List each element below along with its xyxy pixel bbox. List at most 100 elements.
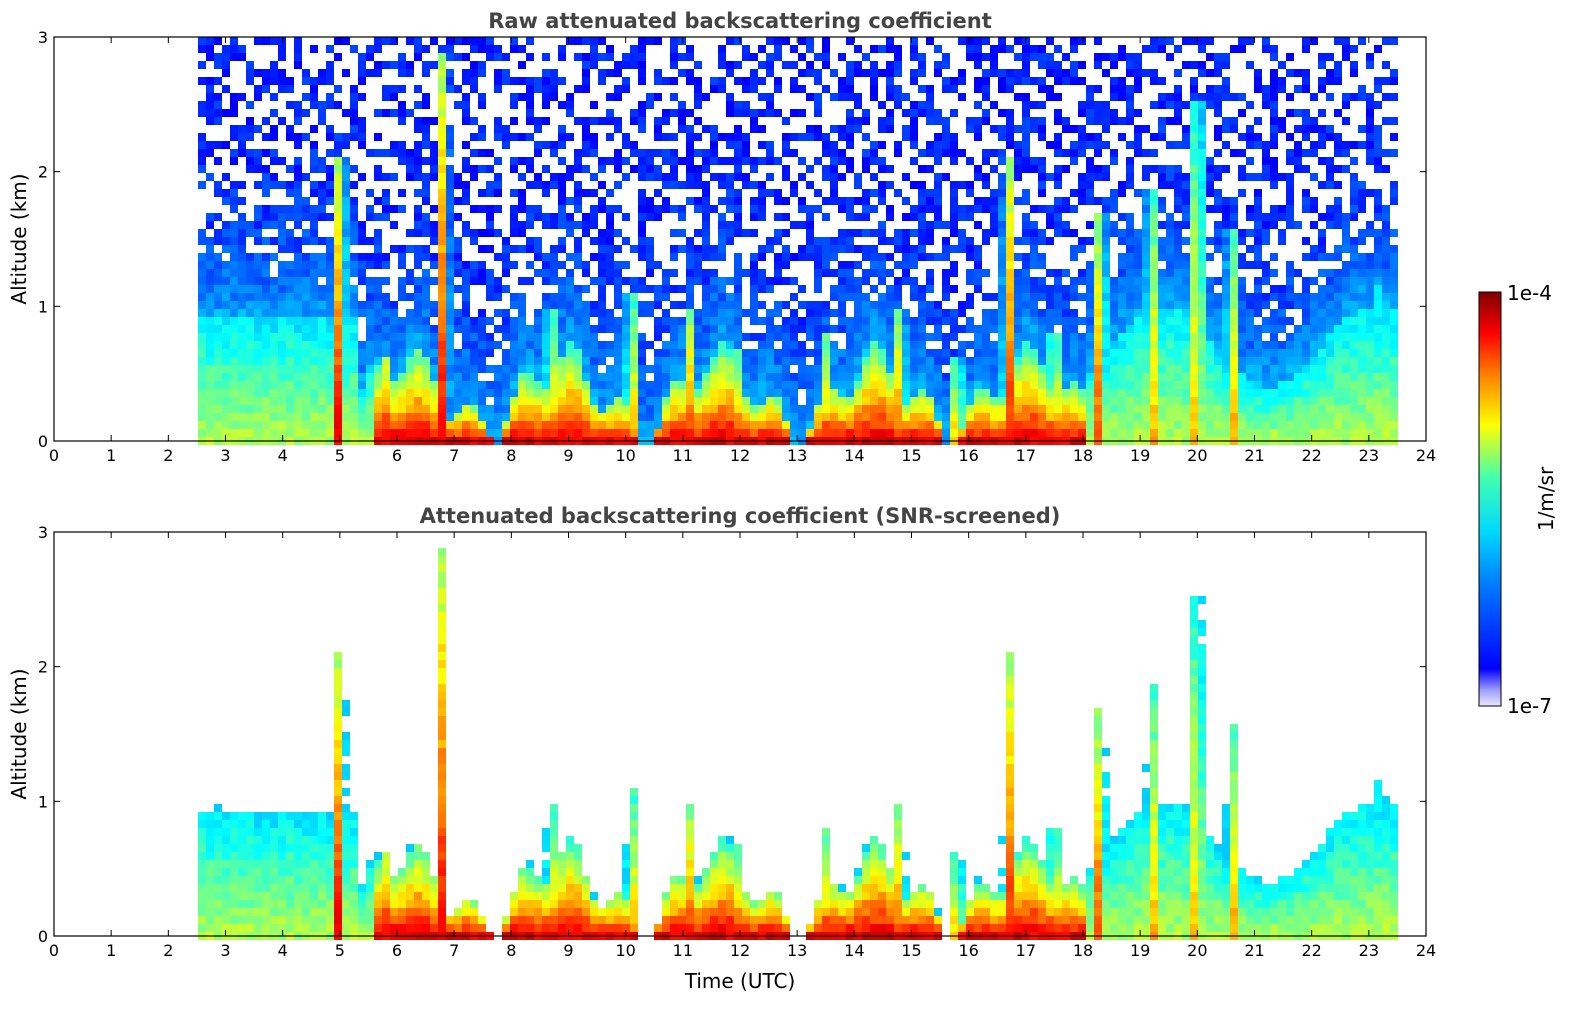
heatmap-cell [1014, 397, 1022, 405]
heatmap-cell [1086, 133, 1094, 141]
heatmap-cell [734, 397, 742, 405]
heatmap-cell [910, 117, 918, 125]
heatmap-cell [1094, 357, 1102, 365]
heatmap-cell [198, 77, 206, 85]
heatmap-cell [1174, 397, 1182, 405]
heatmap-cell [438, 381, 446, 389]
heatmap-cell [1094, 165, 1102, 173]
heatmap-cell [1094, 53, 1102, 61]
heatmap-cell [382, 357, 390, 365]
heatmap-cell [622, 341, 630, 349]
heatmap-cell [1126, 333, 1134, 341]
heatmap-cell [950, 357, 958, 365]
heatmap-cell [326, 277, 334, 285]
heatmap-cell [870, 173, 878, 181]
heatmap-cell [566, 173, 574, 181]
heatmap-cell [1054, 421, 1062, 429]
heatmap-cell [694, 133, 702, 141]
heatmap-cell [262, 357, 270, 365]
heatmap-cell [1046, 37, 1054, 45]
heatmap-cell [950, 349, 958, 357]
heatmap-cell [622, 349, 630, 357]
heatmap-cell [310, 269, 318, 277]
heatmap-cell [566, 381, 574, 389]
heatmap-cell [198, 149, 206, 157]
heatmap-cell [238, 53, 246, 61]
heatmap-cell [398, 245, 406, 253]
heatmap-cell [726, 173, 734, 181]
heatmap-cell [222, 341, 230, 349]
heatmap-cell [1262, 221, 1270, 229]
heatmap-cell [750, 77, 758, 85]
heatmap-cell [222, 301, 230, 309]
heatmap-cell [670, 301, 678, 309]
heatmap-cell [294, 317, 302, 325]
heatmap-cell [550, 381, 558, 389]
heatmap-cell [1270, 165, 1278, 173]
heatmap-cell [894, 85, 902, 93]
heatmap-cell [542, 181, 550, 189]
heatmap-cell [1230, 197, 1238, 205]
heatmap-cell [910, 405, 918, 413]
heatmap-cell [278, 37, 286, 45]
heatmap-cell [1158, 389, 1166, 397]
heatmap-cell [894, 397, 902, 405]
heatmap-cell [302, 365, 310, 373]
heatmap-cell [1302, 117, 1310, 125]
heatmap-cell [638, 53, 646, 61]
heatmap-cell [998, 237, 1006, 245]
heatmap-cell [686, 197, 694, 205]
heatmap-cell [758, 357, 766, 365]
heatmap-cell [1110, 93, 1118, 101]
heatmap-cell [246, 149, 254, 157]
heatmap-cell [974, 77, 982, 85]
heatmap-cell [1158, 301, 1166, 309]
heatmap-cell [990, 397, 998, 405]
heatmap-cell [638, 37, 646, 45]
heatmap-cell [534, 141, 542, 149]
heatmap-cell [1182, 253, 1190, 261]
heatmap-cell [1038, 133, 1046, 141]
heatmap-cell [342, 277, 350, 285]
heatmap-cell [662, 341, 670, 349]
heatmap-cell [726, 365, 734, 373]
heatmap-cell [1070, 253, 1078, 261]
heatmap-cell [230, 365, 238, 373]
heatmap-cell [1254, 189, 1262, 197]
heatmap-cell [406, 69, 414, 77]
heatmap-cell [1262, 149, 1270, 157]
heatmap-cell [278, 77, 286, 85]
heatmap-cell [702, 405, 710, 413]
heatmap-cell [230, 133, 238, 141]
heatmap-cell [1102, 213, 1110, 221]
heatmap-cell [822, 421, 830, 429]
heatmap-cell [342, 165, 350, 173]
heatmap-cell [942, 357, 950, 365]
heatmap-cell [206, 93, 214, 101]
heatmap-cell [1126, 213, 1134, 221]
heatmap-cell [1206, 93, 1214, 101]
heatmap-cell [478, 397, 486, 405]
heatmap-cell [982, 309, 990, 317]
heatmap-cell [414, 277, 422, 285]
heatmap-cell [206, 269, 214, 277]
heatmap-cell [638, 381, 646, 389]
heatmap-cell [694, 341, 702, 349]
heatmap-cell [902, 253, 910, 261]
heatmap-cell [1270, 117, 1278, 125]
heatmap-cell [1190, 301, 1198, 309]
heatmap-cell [398, 53, 406, 61]
heatmap-cell [294, 253, 302, 261]
heatmap-cell [510, 205, 518, 213]
heatmap-cell [374, 429, 382, 437]
heatmap-cell [254, 397, 262, 405]
heatmap-cell [326, 181, 334, 189]
heatmap-cell [1286, 213, 1294, 221]
heatmap-cell [334, 133, 342, 141]
heatmap-cell [318, 309, 326, 317]
heatmap-cell [462, 309, 470, 317]
heatmap-cell [942, 173, 950, 181]
heatmap-cell [198, 421, 206, 429]
heatmap-cell [1222, 117, 1230, 125]
heatmap-cell [1022, 149, 1030, 157]
